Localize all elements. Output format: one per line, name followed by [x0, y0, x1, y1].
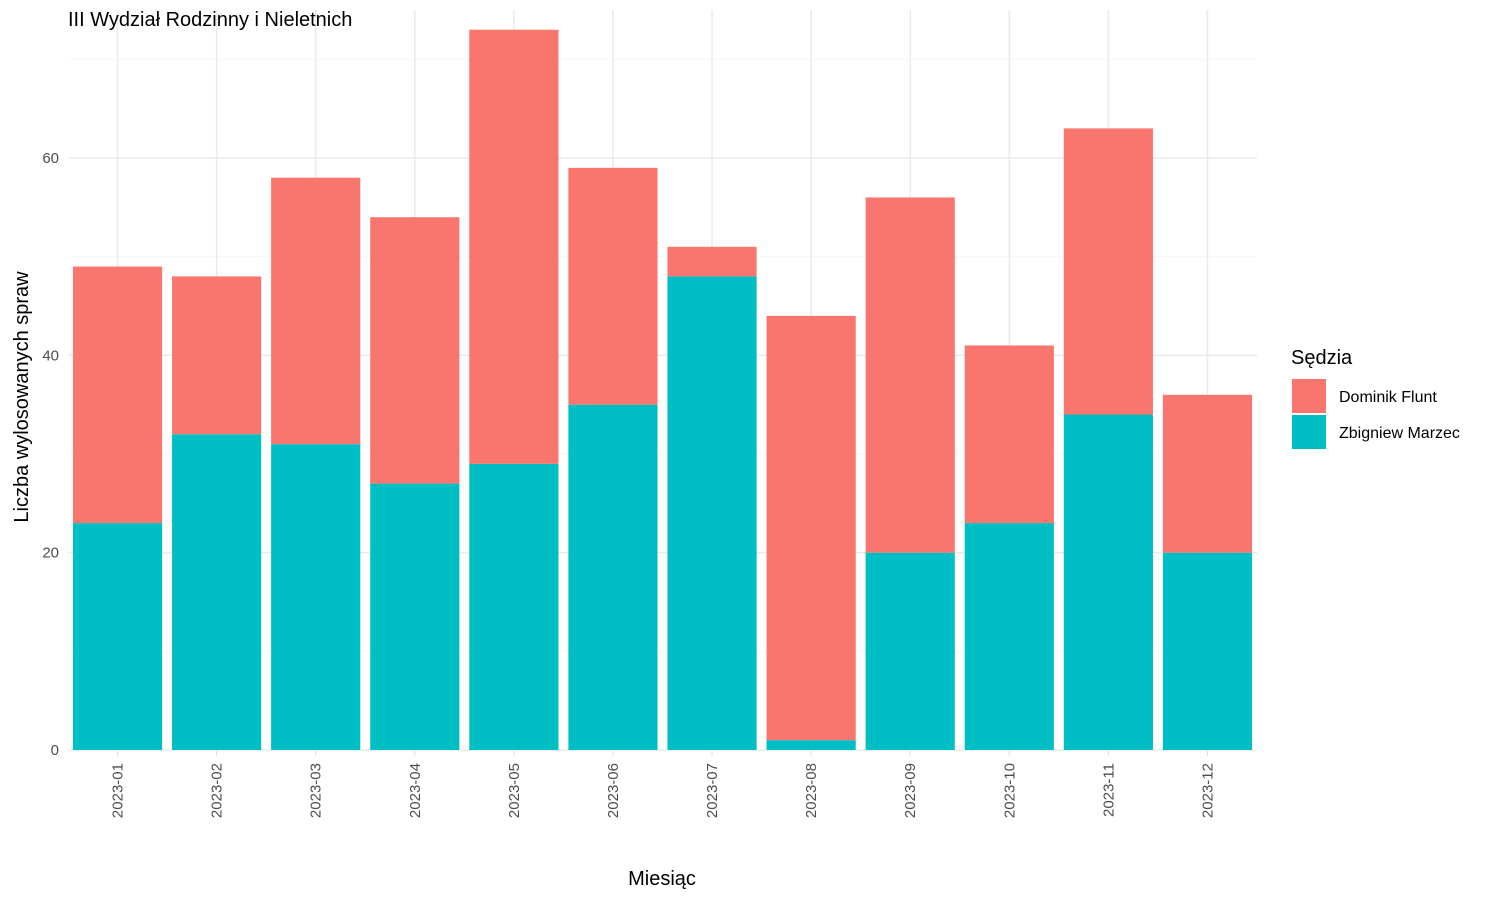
- bar-dominik-flunt-2023-09: [865, 197, 955, 553]
- x-tick-label: 2023-07: [704, 763, 721, 818]
- x-tick-label: 2023-02: [209, 763, 226, 818]
- x-tick-label: 2023-09: [902, 763, 919, 818]
- bars: [72, 29, 1253, 750]
- legend-label-dominik-flunt: Dominik Flunt: [1339, 389, 1437, 406]
- bar-zbigniew-marzec-2023-08: [766, 740, 856, 750]
- bar-zbigniew-marzec-2023-05: [469, 463, 559, 750]
- x-tick-label: 2023-10: [1001, 763, 1018, 818]
- bar-zbigniew-marzec-2023-02: [172, 434, 262, 750]
- bar-zbigniew-marzec-2023-01: [72, 523, 163, 750]
- x-tick-label: 2023-06: [605, 763, 622, 818]
- bar-dominik-flunt-2023-02: [172, 276, 262, 435]
- bar-zbigniew-marzec-2023-09: [865, 552, 955, 750]
- bar-zbigniew-marzec-2023-07: [667, 276, 757, 750]
- x-axis-ticks: 2023-01 2023-02 2023-03 2023-04 2023-05 2023-…: [110, 751, 1216, 818]
- bar-dominik-flunt-2023-08: [766, 315, 856, 741]
- legend-label-zbigniew-marzec: Zbigniew Marzec: [1339, 425, 1460, 442]
- bar-zbigniew-marzec-2023-03: [271, 444, 361, 750]
- y-tick-label: 0: [51, 742, 59, 759]
- bar-zbigniew-marzec-2023-10: [964, 523, 1054, 750]
- bar-dominik-flunt-2023-06: [568, 167, 658, 405]
- legend-title: Sędzia: [1291, 347, 1353, 369]
- x-axis-title: Miesiąc: [628, 868, 696, 890]
- x-tick-label: 2023-01: [110, 763, 127, 818]
- x-tick-label: 2023-12: [1199, 763, 1216, 818]
- bar-dominik-flunt-2023-10: [964, 345, 1054, 524]
- x-tick-label: 2023-08: [803, 763, 820, 818]
- legend-swatch-dominik-flunt: [1292, 379, 1326, 413]
- x-tick-label: 2023-05: [506, 763, 523, 818]
- bar-dominik-flunt-2023-11: [1063, 128, 1153, 415]
- bar-dominik-flunt-2023-01: [72, 266, 163, 524]
- bar-zbigniew-marzec-2023-06: [568, 404, 658, 750]
- legend: Sędzia Dominik Flunt Zbigniew Marzec: [1291, 347, 1460, 449]
- y-axis-ticks: 0 20 40 60: [42, 150, 59, 759]
- bar-dominik-flunt-2023-12: [1162, 394, 1253, 553]
- x-tick-label: 2023-11: [1100, 763, 1117, 817]
- legend-swatch-zbigniew-marzec: [1292, 415, 1326, 449]
- y-tick-label: 20: [42, 545, 59, 562]
- bar-dominik-flunt-2023-04: [370, 217, 460, 484]
- bar-zbigniew-marzec-2023-11: [1063, 414, 1153, 750]
- bar-dominik-flunt-2023-05: [469, 29, 559, 464]
- y-axis-title: Liczba wylosowanych spraw: [11, 271, 33, 523]
- y-tick-label: 40: [42, 347, 59, 364]
- x-tick-label: 2023-03: [308, 763, 325, 818]
- y-tick-label: 60: [42, 150, 59, 167]
- bar-dominik-flunt-2023-07: [667, 246, 757, 277]
- bar-dominik-flunt-2023-03: [271, 177, 361, 445]
- bar-zbigniew-marzec-2023-04: [370, 483, 460, 750]
- bar-zbigniew-marzec-2023-12: [1162, 552, 1253, 750]
- x-tick-label: 2023-04: [407, 763, 424, 818]
- chart-title: III Wydział Rodzinny i Nieletnich: [68, 9, 352, 31]
